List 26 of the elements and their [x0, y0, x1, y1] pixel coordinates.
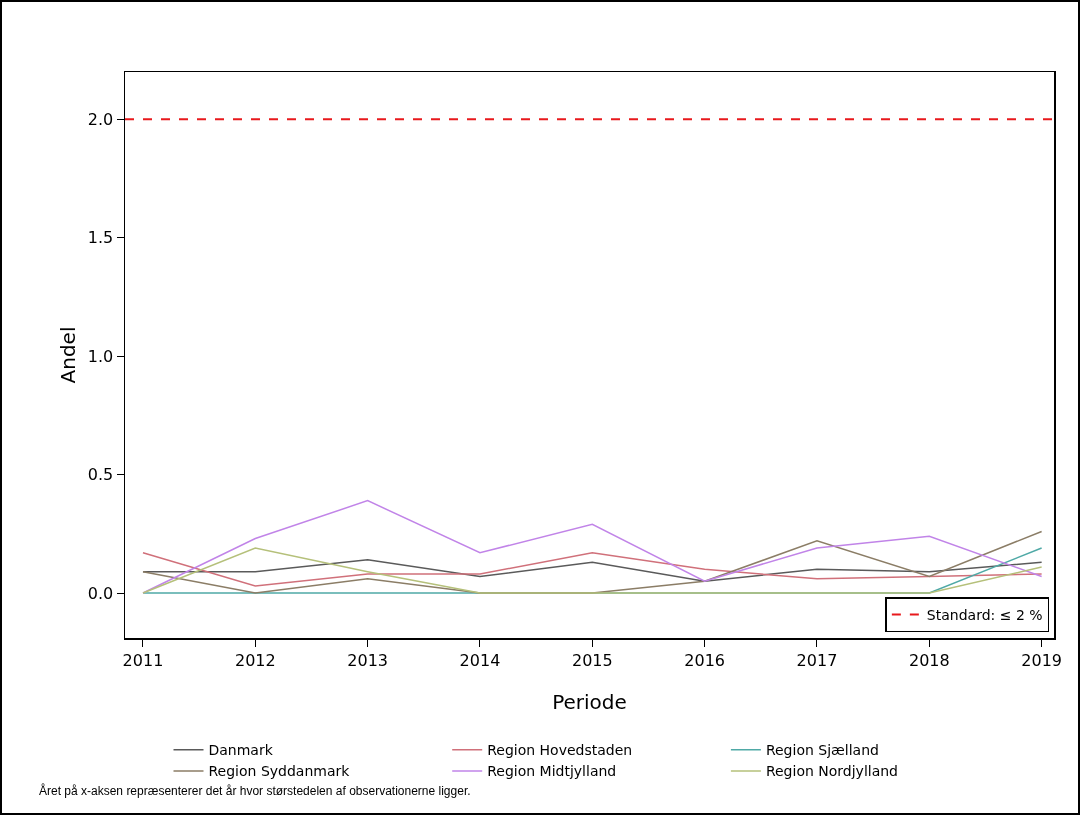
legend-label: Standard: ≤ 2 % [926, 606, 1043, 623]
legend-label: Region Sjælland [765, 742, 879, 759]
legend-label: Region Nordjylland [765, 763, 899, 780]
x-tick-label: 2014 [459, 650, 501, 670]
legend-label: Region Hovedstaden [487, 742, 633, 759]
y-tick-label: 0.5 [87, 465, 114, 485]
y-tick-label: 2.0 [87, 109, 114, 129]
x-axis-title: Periode [552, 689, 627, 714]
x-tick-label: 2013 [347, 650, 388, 670]
y-tick-label: 1.0 [87, 346, 114, 366]
x-tick-label: 2015 [571, 650, 613, 670]
x-tick-label: 2011 [122, 650, 164, 670]
x-tick-label: 2018 [908, 650, 950, 670]
y-tick-label: 0.0 [87, 583, 114, 603]
y-axis-title: Andel [55, 326, 80, 384]
legend-label: Danmark [208, 742, 274, 759]
legend-label: Region Syddanmark [208, 763, 351, 780]
y-tick-label: 1.5 [87, 228, 114, 248]
x-tick-label: 2016 [684, 650, 725, 670]
line-series [142, 551, 1043, 587]
text: Året på x-aksen repræsenterer det år hvor størstedelen af observationerne ligger. [39, 783, 471, 798]
legend-label: Region Midtjylland [487, 763, 617, 780]
x-tick-label: 2017 [796, 650, 838, 670]
x-tick-label: 2019 [1021, 650, 1062, 670]
x-tick-label: 2012 [234, 650, 276, 670]
line-series [142, 499, 1043, 594]
